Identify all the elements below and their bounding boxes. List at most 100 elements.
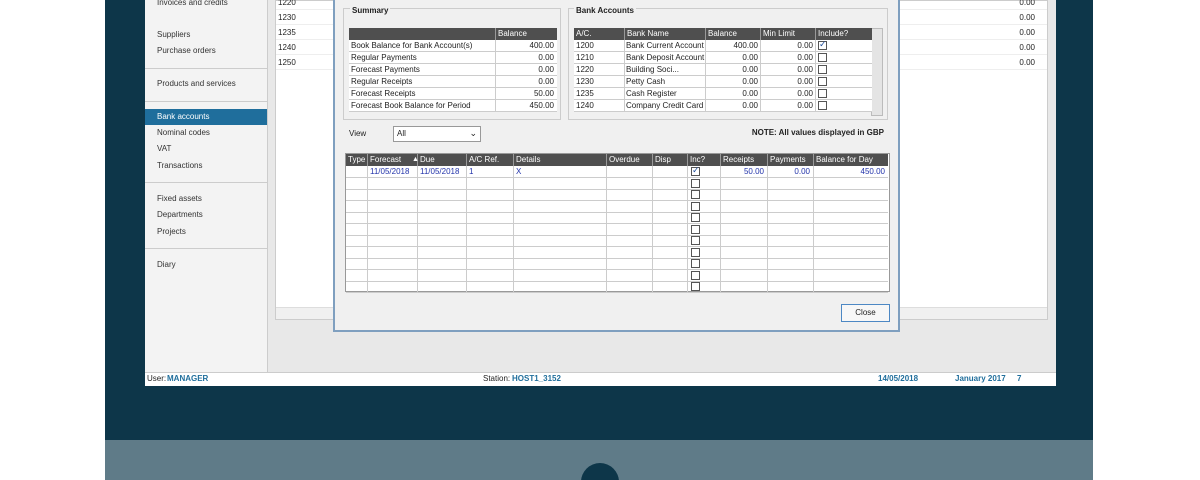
checkbox[interactable] xyxy=(691,236,700,245)
view-value: All xyxy=(397,129,406,138)
checkbox[interactable]: ✓ xyxy=(818,39,827,50)
transactions-column-header: Type xyxy=(348,155,366,164)
nav-item[interactable]: Products and services xyxy=(157,79,236,88)
nav-item[interactable]: Diary xyxy=(157,260,176,269)
checkbox[interactable] xyxy=(818,53,827,62)
col-divider xyxy=(513,281,514,293)
col-divider xyxy=(606,223,607,236)
checkbox[interactable] xyxy=(691,247,700,257)
summary-divider xyxy=(495,52,496,64)
col-divider xyxy=(767,258,768,270)
dialog: ⌄ Close Summary Balance Book Balance for B… xyxy=(333,0,900,332)
col-divider xyxy=(417,258,418,270)
bank-min: 0.00 xyxy=(797,41,813,50)
nav-item[interactable]: Invoices and credits xyxy=(157,0,228,7)
bank-column-header: Include? xyxy=(815,28,848,40)
checkbox[interactable] xyxy=(691,190,700,199)
view-label: View xyxy=(349,129,367,138)
nav-item[interactable]: Nominal codes xyxy=(157,128,210,137)
checkbox[interactable] xyxy=(818,89,827,98)
col-divider xyxy=(687,269,688,282)
balance: 0.00 xyxy=(1019,28,1035,37)
bank-row xyxy=(574,52,872,64)
col-divider xyxy=(652,200,653,213)
summary-label: Forecast Book Balance for Period xyxy=(351,101,471,110)
bank-ac: 1200 xyxy=(576,41,594,50)
checkbox[interactable] xyxy=(691,201,700,211)
cell-forecast: 11/05/2018 xyxy=(370,166,410,176)
nav-item[interactable]: Bank accounts xyxy=(157,112,210,121)
checkbox[interactable] xyxy=(818,65,827,74)
user-label: User: xyxy=(147,374,167,383)
col-divider xyxy=(652,189,653,201)
code: 1230 xyxy=(278,13,296,22)
separator xyxy=(145,101,267,102)
bank-ac: 1210 xyxy=(576,53,594,62)
checkbox[interactable]: ✓ xyxy=(691,165,700,176)
nav-item[interactable]: Departments xyxy=(157,210,203,219)
bank-name: Bank Deposit Account xyxy=(626,53,705,62)
nav-item[interactable]: Suppliers xyxy=(157,30,191,39)
row-line xyxy=(346,292,888,293)
col-divider xyxy=(767,166,768,178)
bank-divider xyxy=(705,76,706,88)
separator xyxy=(145,182,267,183)
col-divider xyxy=(367,177,368,190)
col-divider xyxy=(720,269,721,282)
checkbox[interactable] xyxy=(691,224,700,234)
summary-divider xyxy=(495,76,496,88)
row-line xyxy=(346,269,888,270)
col-divider xyxy=(813,258,814,270)
checkbox[interactable] xyxy=(691,213,700,222)
col-divider xyxy=(606,269,607,282)
nav-item[interactable]: Fixed assets xyxy=(157,194,202,203)
checkbox[interactable] xyxy=(818,101,827,110)
transactions-column-header: Balance for Day xyxy=(813,154,873,166)
summary-value: 0.00 xyxy=(538,65,554,74)
col-divider xyxy=(813,235,814,247)
power-button xyxy=(581,463,619,480)
bank-divider xyxy=(760,40,761,52)
col-divider xyxy=(652,258,653,270)
summary-value: 450.00 xyxy=(529,101,554,110)
transactions-column-header: Receipts xyxy=(720,154,754,166)
col-divider xyxy=(687,189,688,201)
checkbox[interactable] xyxy=(691,178,700,188)
bank-row xyxy=(574,64,872,76)
view-dropdown[interactable]: ⌄ xyxy=(393,126,481,142)
bank-divider xyxy=(760,76,761,88)
nav-item[interactable]: Transactions xyxy=(157,161,203,170)
summary-row xyxy=(349,76,557,88)
nav-item[interactable]: Purchase orders xyxy=(157,46,216,55)
bank-balance: 0.00 xyxy=(742,53,758,62)
col-divider xyxy=(466,177,467,190)
col-divider xyxy=(767,212,768,224)
col-divider xyxy=(417,281,418,293)
checkbox[interactable] xyxy=(691,282,700,291)
col-divider xyxy=(513,246,514,259)
bank-divider xyxy=(815,88,816,100)
nav-item[interactable]: VAT xyxy=(157,144,172,153)
col-divider xyxy=(513,258,514,270)
checkbox[interactable] xyxy=(691,259,700,268)
scrollbar xyxy=(871,28,883,116)
col-divider xyxy=(813,189,814,201)
bank-divider xyxy=(760,100,761,112)
summary-row xyxy=(349,40,557,52)
col-divider xyxy=(687,258,688,270)
bank-divider xyxy=(760,52,761,64)
col-divider xyxy=(367,269,368,282)
checkbox[interactable] xyxy=(818,77,827,86)
col-divider xyxy=(813,223,814,236)
close-button[interactable]: Close xyxy=(841,304,890,322)
bank-divider xyxy=(815,76,816,88)
col-divider xyxy=(687,281,688,293)
col-divider xyxy=(606,258,607,270)
checkbox[interactable] xyxy=(691,270,700,280)
col-divider xyxy=(513,189,514,201)
col-divider xyxy=(767,177,768,190)
cell-due: 11/05/2018 xyxy=(420,166,460,176)
row-line xyxy=(346,200,888,201)
nav-item[interactable]: Projects xyxy=(157,227,186,236)
